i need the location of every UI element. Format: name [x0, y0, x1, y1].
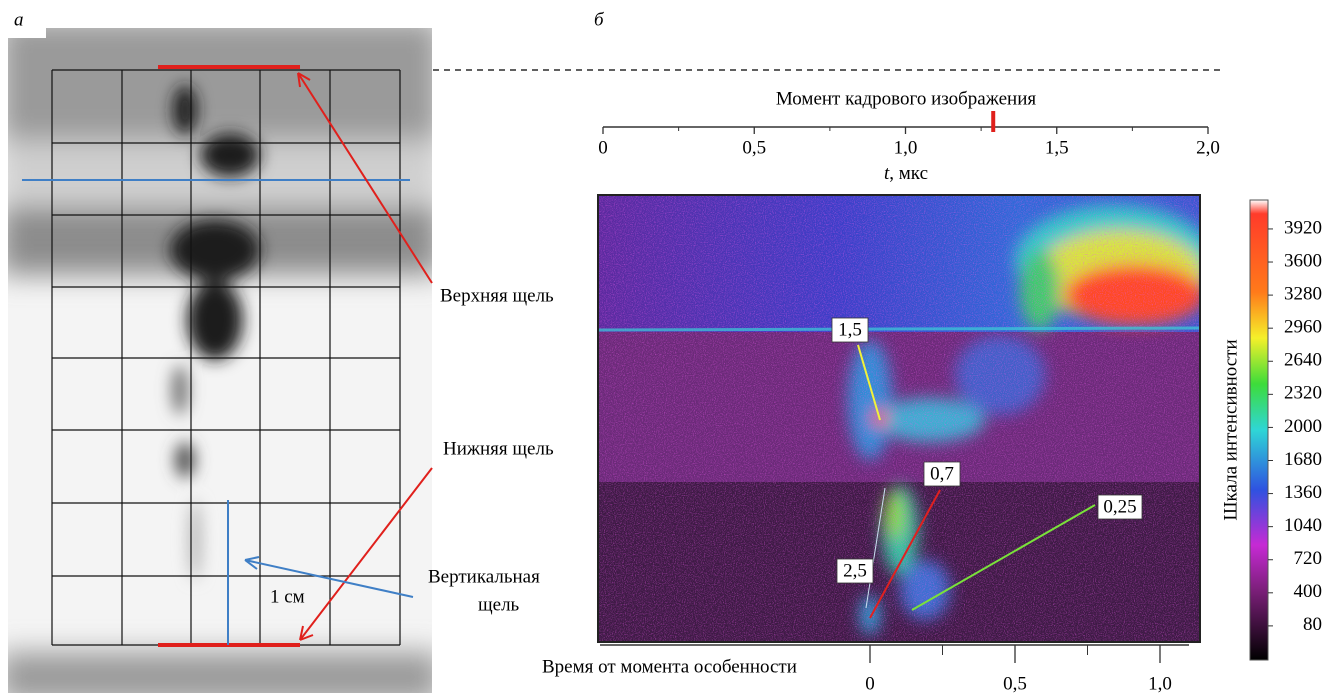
axis-unit: , мкс: [889, 163, 928, 184]
annotation: 2,5: [843, 560, 867, 581]
label: Нижняя щель: [443, 438, 554, 459]
tick-label: 2640: [1284, 350, 1322, 371]
tick-label: 1,0: [1148, 673, 1172, 693]
tick-label: 3920: [1284, 217, 1322, 238]
scale-label: 1 см: [270, 586, 305, 607]
tick-label: 400: [1294, 581, 1323, 602]
tick-label: 3280: [1284, 283, 1322, 304]
axis-label: t, мкс: [884, 163, 928, 184]
tick-label: 2000: [1284, 416, 1322, 437]
axis-title: Момент кадрового изображения: [776, 88, 1036, 109]
tick-label: 0,5: [1003, 673, 1027, 693]
tick-label: 720: [1294, 548, 1323, 569]
tick-label: 2,0: [1196, 137, 1220, 158]
tick-label: 1040: [1284, 515, 1322, 536]
tick-label: 0: [598, 137, 608, 158]
label: Вертикальная: [428, 566, 540, 587]
colorbar-title: Шкала интенсивности: [1220, 339, 1241, 520]
tick-label: 1,5: [1045, 137, 1069, 158]
tick-label: 2960: [1284, 317, 1322, 338]
tick-label: 3600: [1284, 250, 1322, 271]
streak-image: [598, 195, 1215, 642]
tick-label: 1680: [1284, 449, 1322, 470]
annotation: 0,25: [1103, 496, 1136, 517]
tick-label: 2320: [1284, 383, 1322, 404]
panel-letter: б: [594, 9, 605, 30]
tick-label: 0: [865, 673, 875, 693]
figure: а 1 см Верхняя щель Нижняя щель Вертикал…: [0, 0, 1329, 693]
annotation: 0,7: [930, 463, 954, 484]
axis-title: Время от момента особенности: [542, 656, 797, 677]
colorbar: [1250, 200, 1268, 660]
tick-label: 0,5: [742, 137, 766, 158]
tick-label: 80: [1303, 614, 1322, 635]
label: щель: [478, 594, 520, 615]
tick-label: 1,0: [894, 137, 918, 158]
photo: [0, 20, 440, 693]
tick-label: 1360: [1284, 482, 1322, 503]
panel-letter: а: [14, 9, 24, 30]
annotation: 1,5: [838, 319, 862, 340]
label: Верхняя щель: [440, 285, 554, 306]
